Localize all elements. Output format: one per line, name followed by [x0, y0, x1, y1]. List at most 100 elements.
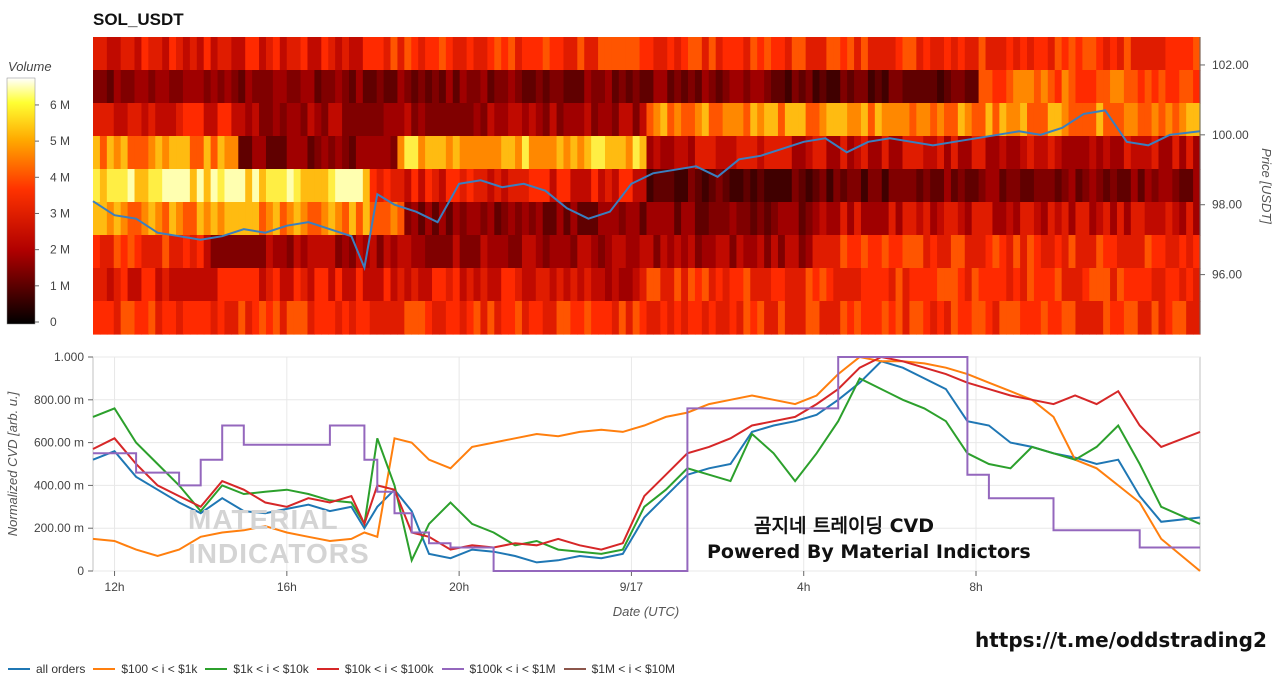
heatmap-cell: [591, 235, 599, 269]
heatmap-cell: [715, 268, 724, 302]
heatmap-cell: [860, 235, 869, 269]
heatmap-cell: [957, 103, 966, 137]
heatmap-cell: [1103, 235, 1111, 269]
heatmap-cell: [874, 268, 883, 302]
heatmap-cell: [155, 136, 163, 170]
heatmap-cell: [957, 301, 966, 335]
heatmap-cell: [750, 37, 758, 71]
heatmap-cell: [328, 37, 336, 71]
heatmap-cell: [1116, 136, 1125, 170]
heatmap-cell: [598, 37, 606, 71]
heatmap-cell: [390, 202, 399, 236]
heatmap-cell: [743, 268, 751, 302]
heatmap-cell: [1061, 169, 1070, 203]
heatmap-cell: [1151, 70, 1160, 104]
heatmap-cell: [1047, 37, 1056, 71]
heatmap-cell: [604, 70, 613, 104]
heatmap-cell: [937, 37, 945, 71]
heatmap-cell: [120, 169, 129, 203]
overlay-title: 곰지네 트레이딩 CVD: [754, 515, 935, 537]
heatmap-cell: [777, 235, 786, 269]
heatmap-cell: [1054, 301, 1063, 335]
heatmap-cell: [203, 37, 212, 71]
heatmap-cell: [321, 268, 329, 302]
heatmap-cell: [874, 235, 883, 269]
legend-item[interactable]: $1k < i < $10k: [205, 662, 309, 676]
heatmap-cell: [1179, 136, 1187, 170]
heatmap-cell: [985, 70, 994, 104]
heatmap-cell: [265, 268, 274, 302]
heatmap-cell: [314, 301, 322, 335]
legend-item[interactable]: $10k < i < $100k: [316, 662, 434, 676]
heatmap-cell: [833, 70, 841, 104]
heatmap-cell: [134, 103, 143, 137]
heatmap-cell: [625, 235, 634, 269]
heatmap-cell: [1103, 37, 1111, 71]
heatmap-cell: [252, 301, 260, 335]
heatmap-cell: [1068, 301, 1077, 335]
heatmap-cell: [452, 268, 461, 302]
heatmap-cell: [1040, 37, 1049, 71]
heatmap-cell: [992, 103, 1000, 137]
heatmap-cell: [964, 202, 973, 236]
heatmap-cell: [909, 103, 917, 137]
heatmap-cell: [826, 235, 834, 269]
heatmap-cell: [1040, 169, 1049, 203]
heatmap-cell: [328, 268, 336, 302]
heatmap-cell: [501, 202, 509, 236]
heatmap-cell: [784, 103, 793, 137]
heatmap-cell: [134, 301, 143, 335]
heatmap-cell: [1193, 70, 1201, 104]
heatmap-cell: [134, 202, 143, 236]
heatmap-cell: [639, 70, 648, 104]
cvd-panel: 0 200.00 m 400.00 m 600.00 m 800.00 m 1.000 12…: [34, 350, 1201, 594]
legend-item[interactable]: $1M < i < $10M: [563, 662, 675, 676]
heatmap-cell: [245, 136, 253, 170]
heatmap-cell: [93, 235, 101, 269]
heatmap-cell: [176, 70, 184, 104]
heatmap-cell: [598, 301, 606, 335]
heatmap-cell: [1054, 70, 1063, 104]
heatmap-cell: [1033, 103, 1042, 137]
telegram-link[interactable]: https://t.me/oddstrading2: [975, 628, 1267, 652]
heatmap-cell: [141, 202, 149, 236]
heatmap-cell: [494, 202, 502, 236]
heatmap-cell: [985, 268, 994, 302]
heatmap-cell: [591, 202, 599, 236]
heatmap-cell: [556, 136, 565, 170]
heatmap-cell: [106, 301, 115, 335]
heatmap-cell: [286, 70, 295, 104]
heatmap-cell: [445, 202, 454, 236]
heatmap-cell: [881, 136, 890, 170]
heatmap-cell: [445, 169, 454, 203]
heatmap-cell: [252, 70, 260, 104]
legend-item[interactable]: all orders: [8, 662, 85, 676]
heatmap-cell: [348, 169, 357, 203]
heatmap-cell: [1033, 70, 1042, 104]
heatmap-cell: [708, 301, 717, 335]
colorbar-ticks: 0 1 M 2 M 3 M 4 M 5 M 6 M: [35, 98, 70, 329]
heatmap-cell: [1130, 202, 1139, 236]
heatmap-cell: [791, 235, 800, 269]
heatmap-cell: [238, 301, 246, 335]
heatmap-cell: [1193, 301, 1201, 335]
heatmap-cell: [791, 136, 800, 170]
heatmap-cell: [964, 37, 973, 71]
heatmap-cell: [757, 103, 765, 137]
heatmap-cell: [418, 268, 426, 302]
heatmap-cell: [791, 103, 800, 137]
heatmap-cell: [701, 169, 710, 203]
heatmap-cell: [1061, 103, 1070, 137]
legend: all orders $100 < i < $1k $1k < i < $10k $1…: [8, 662, 683, 676]
heatmap-cell: [881, 37, 890, 71]
heatmap-cell: [639, 103, 648, 137]
heatmap-cell: [923, 235, 931, 269]
heatmap-cell: [764, 202, 772, 236]
heatmap-cell: [978, 37, 987, 71]
heatmap-cell: [1047, 268, 1056, 302]
heatmap-cell: [272, 202, 281, 236]
legend-item[interactable]: $100k < i < $1M: [441, 662, 556, 676]
heatmap-cell: [93, 169, 101, 203]
legend-item[interactable]: $100 < i < $1k: [93, 662, 197, 676]
heatmap-cell: [279, 37, 288, 71]
